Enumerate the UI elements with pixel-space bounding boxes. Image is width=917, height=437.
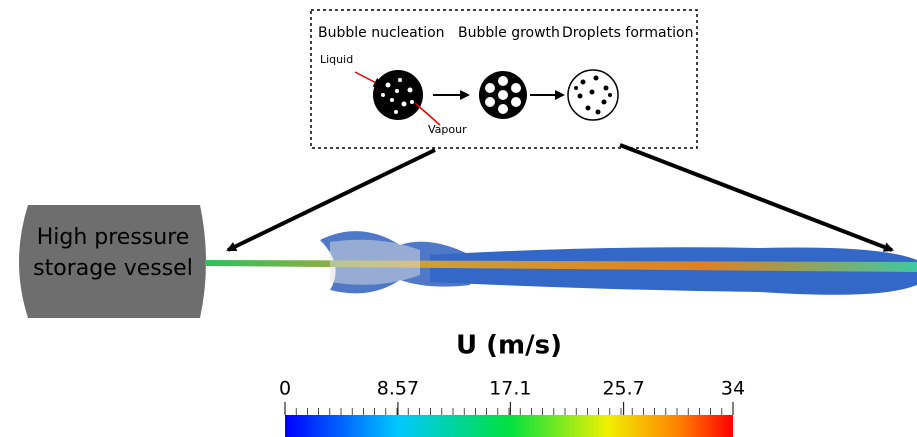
growth-bubble <box>479 71 527 119</box>
colorbar-title: U (m/s) <box>456 331 562 361</box>
droplets <box>568 70 618 120</box>
colorbar-tick-label: 25.7 <box>602 378 644 400</box>
vessel-label: storage vessel <box>33 256 193 281</box>
nucleation-bubble <box>373 70 423 120</box>
figure: Bubble nucleation Bubble growth Droplets… <box>0 0 917 437</box>
spray-jet <box>205 231 917 295</box>
vessel-label: High pressure <box>37 225 190 250</box>
colorbar-tick-label: 17.1 <box>489 378 531 400</box>
vapour-label: Vapour <box>428 123 467 136</box>
stage-label: Bubble growth <box>458 25 560 41</box>
colorbar-tick-label: 34 <box>721 378 745 400</box>
colorbar <box>285 415 733 437</box>
stage-label: Droplets formation <box>562 25 693 41</box>
liquid-label: Liquid <box>320 53 353 66</box>
callout-arrow <box>620 145 892 250</box>
colorbar-tick-label: 0 <box>279 378 291 400</box>
stage-label: Bubble nucleation <box>318 25 445 41</box>
callout-arrow <box>228 150 435 250</box>
colorbar-tick-label: 8.57 <box>377 378 419 400</box>
